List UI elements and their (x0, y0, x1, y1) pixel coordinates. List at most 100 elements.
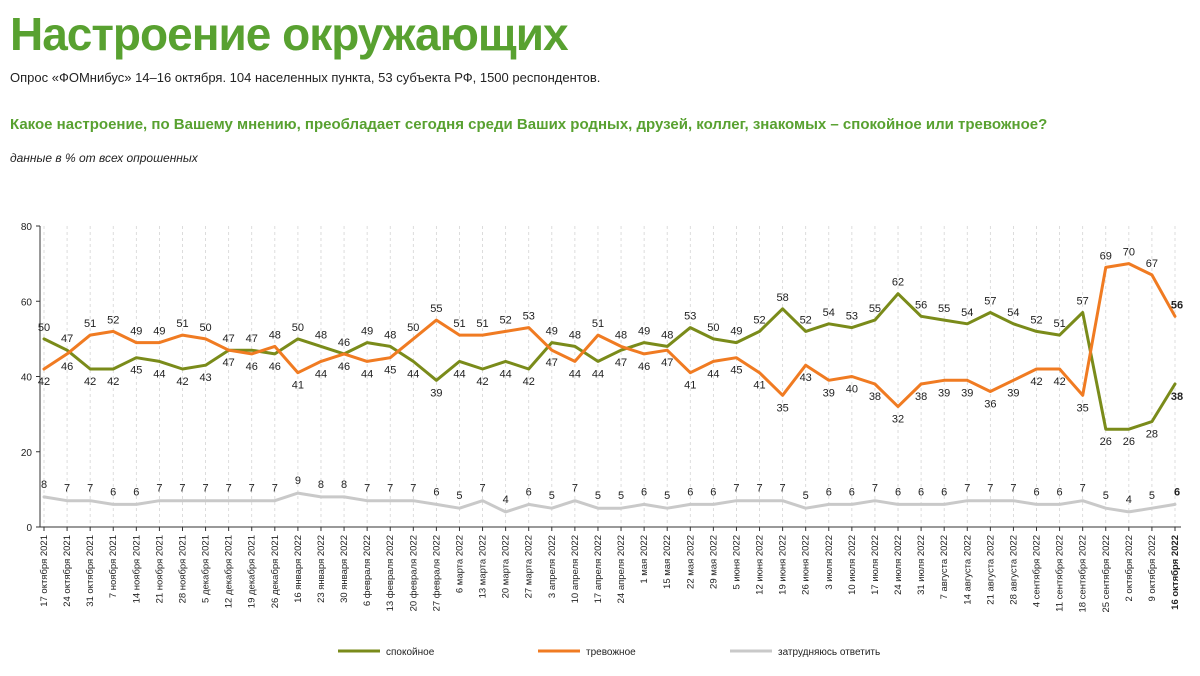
data-label-anxious: 39 (938, 387, 950, 399)
data-label-anxious: 46 (338, 361, 350, 373)
data-label-hard: 7 (987, 483, 993, 495)
x-tick-label: 18 сентября 2022 (1078, 535, 1089, 613)
x-tick-label: 16 октября 2022 (1170, 535, 1181, 610)
data-label-anxious: 45 (730, 365, 742, 377)
data-label-hard: 5 (595, 490, 601, 502)
x-tick-label: 30 января 2022 (339, 535, 350, 603)
data-label-calm: 49 (730, 326, 742, 338)
data-label-hard: 4 (503, 494, 509, 506)
data-label-calm: 49 (638, 326, 650, 338)
units-note: данные в % от всех опрошенных (10, 151, 198, 165)
x-tick-label: 10 июля 2022 (847, 535, 858, 595)
axes: 0 20 40 60 80 (21, 222, 1181, 534)
x-tick-label: 20 марта 2022 (501, 535, 512, 598)
legend-label-calm: спокойное (386, 647, 435, 658)
x-tick-label: 21 ноября 2021 (154, 535, 165, 603)
data-label-calm: 52 (753, 314, 765, 326)
data-label-hard: 6 (526, 486, 532, 498)
data-label-anxious: 41 (684, 380, 696, 392)
data-label-hard: 5 (664, 490, 670, 502)
data-label-hard: 6 (941, 486, 947, 498)
x-tick-label: 6 февраля 2022 (362, 535, 373, 606)
data-label-hard: 5 (1149, 490, 1155, 502)
data-label-calm: 42 (476, 376, 488, 388)
data-label-hard: 4 (1126, 494, 1132, 506)
data-label-hard: 7 (479, 483, 485, 495)
data-label-hard: 5 (618, 490, 624, 502)
page-title: Настроение окружающих (10, 8, 569, 60)
data-label-calm: 53 (846, 311, 858, 323)
data-label-calm: 39 (430, 387, 442, 399)
x-tick-label: 16 января 2022 (293, 535, 304, 603)
data-label-anxious: 40 (846, 384, 858, 396)
data-label-calm: 48 (315, 329, 327, 341)
data-label-calm: 56 (915, 299, 927, 311)
data-label-hard: 7 (179, 483, 185, 495)
x-tick-label: 17 июля 2022 (870, 535, 881, 595)
x-tick-label: 23 января 2022 (316, 535, 327, 603)
data-label-hard: 7 (156, 483, 162, 495)
data-label-hard: 8 (318, 479, 324, 491)
data-label-hard: 6 (1174, 486, 1180, 498)
data-label-anxious: 70 (1123, 247, 1135, 259)
legend-label-anxious: тревожное (586, 647, 636, 658)
data-label-hard: 6 (133, 486, 139, 498)
data-label-anxious: 42 (1030, 376, 1042, 388)
data-label-hard: 5 (803, 490, 809, 502)
data-label-calm: 42 (176, 376, 188, 388)
data-label-anxious: 46 (246, 361, 258, 373)
data-label-calm: 52 (1030, 314, 1042, 326)
data-label-calm: 57 (1077, 296, 1089, 308)
data-label-hard: 7 (410, 483, 416, 495)
data-label-hard: 8 (41, 479, 47, 491)
data-label-hard: 5 (549, 490, 555, 502)
data-label-hard: 6 (849, 486, 855, 498)
data-labels: 5042847467425174252645496444974251743507… (38, 247, 1183, 506)
data-label-anxious: 45 (384, 365, 396, 377)
data-label-calm: 44 (153, 368, 165, 380)
x-tick-label: 7 ноября 2021 (108, 535, 119, 598)
data-label-hard: 7 (872, 483, 878, 495)
data-label-anxious: 38 (869, 391, 881, 403)
data-label-anxious: 48 (269, 329, 281, 341)
data-label-hard: 8 (341, 479, 347, 491)
data-label-anxious: 55 (430, 303, 442, 315)
x-tick-label: 13 февраля 2022 (385, 535, 396, 611)
data-label-calm: 46 (269, 361, 281, 373)
grid-lines (43, 226, 1176, 527)
data-label-anxious: 56 (1171, 299, 1183, 311)
data-label-hard: 6 (1033, 486, 1039, 498)
x-tick-label: 15 мая 2022 (662, 535, 673, 589)
data-label-calm: 46 (338, 337, 350, 349)
data-label-hard: 7 (964, 483, 970, 495)
data-label-anxious: 42 (38, 376, 50, 388)
y-tick-label: 0 (26, 523, 32, 534)
data-label-anxious: 50 (199, 322, 211, 334)
data-label-anxious: 39 (961, 387, 973, 399)
data-label-hard: 7 (364, 483, 370, 495)
data-label-anxious: 46 (638, 361, 650, 373)
x-tick-label: 3 апреля 2022 (547, 535, 558, 598)
data-label-calm: 47 (246, 333, 258, 345)
data-label-hard: 7 (572, 483, 578, 495)
x-tick-label: 22 мая 2022 (685, 535, 696, 589)
data-label-anxious: 50 (407, 322, 419, 334)
data-label-anxious: 47 (223, 357, 235, 369)
data-label-anxious: 47 (546, 357, 558, 369)
data-label-hard: 7 (226, 483, 232, 495)
data-label-hard: 5 (1103, 490, 1109, 502)
data-label-calm: 26 (1100, 436, 1112, 448)
data-label-hard: 6 (895, 486, 901, 498)
survey-subtitle: Опрос «ФОМнибус» 14–16 октября. 104 насе… (10, 70, 601, 85)
data-label-anxious: 48 (615, 329, 627, 341)
data-label-calm: 50 (707, 322, 719, 334)
data-label-anxious: 53 (523, 311, 535, 323)
data-label-anxious: 39 (823, 387, 835, 399)
data-label-calm: 48 (661, 329, 673, 341)
data-label-anxious: 35 (1077, 402, 1089, 414)
data-label-hard: 6 (110, 486, 116, 498)
data-label-anxious: 47 (661, 357, 673, 369)
data-label-calm: 47 (615, 357, 627, 369)
data-label-calm: 54 (961, 307, 973, 319)
